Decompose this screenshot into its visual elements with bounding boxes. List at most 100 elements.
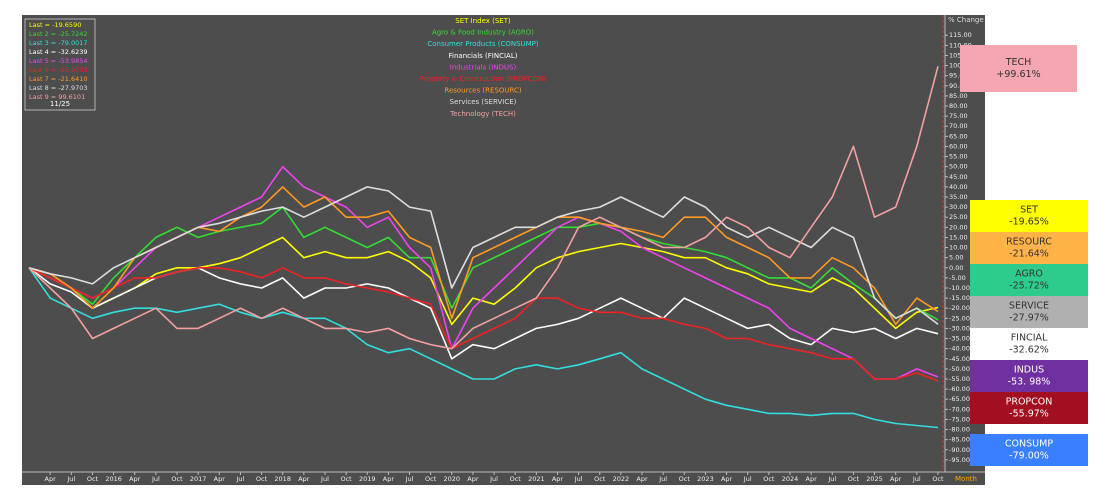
y-tick-label: -75.00 [949, 415, 970, 423]
y-tick-label: 20.00 [949, 223, 968, 231]
x-axis-label: Month [955, 475, 977, 483]
x-tick-label: Oct [848, 475, 860, 483]
x-tick-label: Oct [425, 475, 437, 483]
y-tick-label: -65.00 [949, 395, 970, 403]
x-tick-label: Apr [636, 475, 648, 483]
y-tick-label: -85.00 [949, 436, 970, 444]
value-badge [970, 434, 1088, 466]
x-tick-label: Oct [256, 475, 268, 483]
y-tick-label: 5.00 [949, 254, 963, 262]
badge-name: INDUS [1014, 365, 1044, 376]
value-badge [970, 360, 1088, 392]
value-badge [960, 45, 1077, 92]
badge-value: -25.72% [1009, 281, 1049, 292]
series-line [28, 236, 939, 330]
x-tick-label: Apr [806, 475, 818, 483]
x-tick-label: Apr [552, 475, 564, 483]
value-badge [970, 328, 1088, 360]
x-tick-label: Oct [594, 475, 606, 483]
y-axis-label: % Change [948, 16, 984, 24]
legend-entry: Agro & Food Industry (AGRO) [432, 29, 534, 37]
y-tick-label: -60.00 [949, 385, 970, 393]
badge-value: -19.65% [1009, 217, 1049, 228]
y-tick-label: -35.00 [949, 335, 970, 343]
y-tick-label: 35.00 [949, 193, 968, 201]
chart-panel [22, 15, 985, 485]
x-tick-label: Oct [340, 475, 352, 483]
y-tick-label: 95.00 [949, 72, 968, 80]
last-label: Last 6 = -55.9703 [29, 66, 88, 74]
x-tick-label: 2018 [274, 475, 291, 483]
x-tick-label: 2016 [105, 475, 122, 483]
y-tick-label: 70.00 [949, 122, 968, 130]
badge-value: -55.97% [1009, 409, 1049, 420]
y-tick-label: 80.00 [949, 102, 968, 110]
legend-entry: Property & Construction (PROPCON) [420, 75, 547, 83]
x-tick-label: Oct [87, 475, 99, 483]
badge-name: CONSUMP [1005, 439, 1053, 450]
last-label: Last 9 = 99.6101 [29, 93, 85, 101]
value-badge [970, 264, 1088, 296]
y-tick-label: -95.00 [949, 456, 970, 464]
x-tick-label: Jul [235, 475, 244, 483]
x-tick-label: Jul [827, 475, 836, 483]
x-tick-label: Oct [171, 475, 183, 483]
last-label: Last 2 = -25.7242 [29, 30, 88, 38]
value-badge [970, 200, 1088, 232]
y-tick-label: 45.00 [949, 173, 968, 181]
series-line [28, 206, 939, 321]
badge-name: SERVICE [1009, 301, 1049, 312]
badge-name: TECH [1005, 57, 1032, 68]
last-label: Last = -19.6590 [29, 21, 81, 29]
y-tick-label: 40.00 [949, 183, 968, 191]
y-tick-label: 10.00 [949, 244, 968, 252]
x-tick-label: 2024 [782, 475, 799, 483]
y-tick-label: -15.00 [949, 294, 970, 302]
x-tick-label: Oct [510, 475, 522, 483]
x-tick-label: Apr [721, 475, 733, 483]
y-tick-label: -5.00 [949, 274, 966, 282]
x-tick-label: 2023 [697, 475, 714, 483]
y-tick-label: -20.00 [949, 304, 970, 312]
x-tick-label: Oct [679, 475, 691, 483]
y-tick-label: 60.00 [949, 142, 968, 150]
y-tick-label: -40.00 [949, 345, 970, 353]
y-tick-label: -90.00 [949, 446, 970, 454]
y-tick-label: 50.00 [949, 163, 968, 171]
x-tick-label: Jul [320, 475, 329, 483]
series-line [28, 267, 939, 382]
badge-name: PROPCON [1006, 397, 1053, 408]
last-box [24, 18, 96, 111]
last-label: Last 3 = -79.0017 [29, 39, 88, 47]
y-tick-label: 15.00 [949, 233, 968, 241]
badge-name: RESOURC [1006, 237, 1052, 248]
x-tick-label: Apr [890, 475, 902, 483]
legend-entry: Technology (TECH) [449, 110, 516, 118]
series-line [28, 267, 939, 429]
x-tick-label: 2020 [444, 475, 461, 483]
y-tick-label: 90.00 [949, 82, 968, 90]
y-tick-label: 30.00 [949, 203, 968, 211]
y-tick-label: 25.00 [949, 213, 968, 221]
value-badge [970, 392, 1088, 424]
x-tick-label: Jul [574, 475, 583, 483]
x-tick-label: 2019 [359, 475, 376, 483]
x-tick-label: Jul [658, 475, 667, 483]
x-tick-label: Jul [151, 475, 160, 483]
y-tick-label: -55.00 [949, 375, 970, 383]
x-tick-label: 2025 [866, 475, 883, 483]
date-label: 11/25 [50, 100, 70, 108]
y-tick-label: 75.00 [949, 112, 968, 120]
badge-name: FINCIAL [1011, 333, 1048, 344]
y-tick-label: 85.00 [949, 92, 968, 100]
series-line [28, 186, 939, 325]
last-label: Last 5 = -53.9854 [29, 57, 88, 65]
y-tick-label: -45.00 [949, 355, 970, 363]
x-tick-label: Jul [405, 475, 414, 483]
value-badge [970, 232, 1088, 264]
y-tick-label: -30.00 [949, 324, 970, 332]
x-tick-label: Apr [383, 475, 395, 483]
x-tick-label: Jul [489, 475, 498, 483]
x-tick-label: Jul [912, 475, 921, 483]
